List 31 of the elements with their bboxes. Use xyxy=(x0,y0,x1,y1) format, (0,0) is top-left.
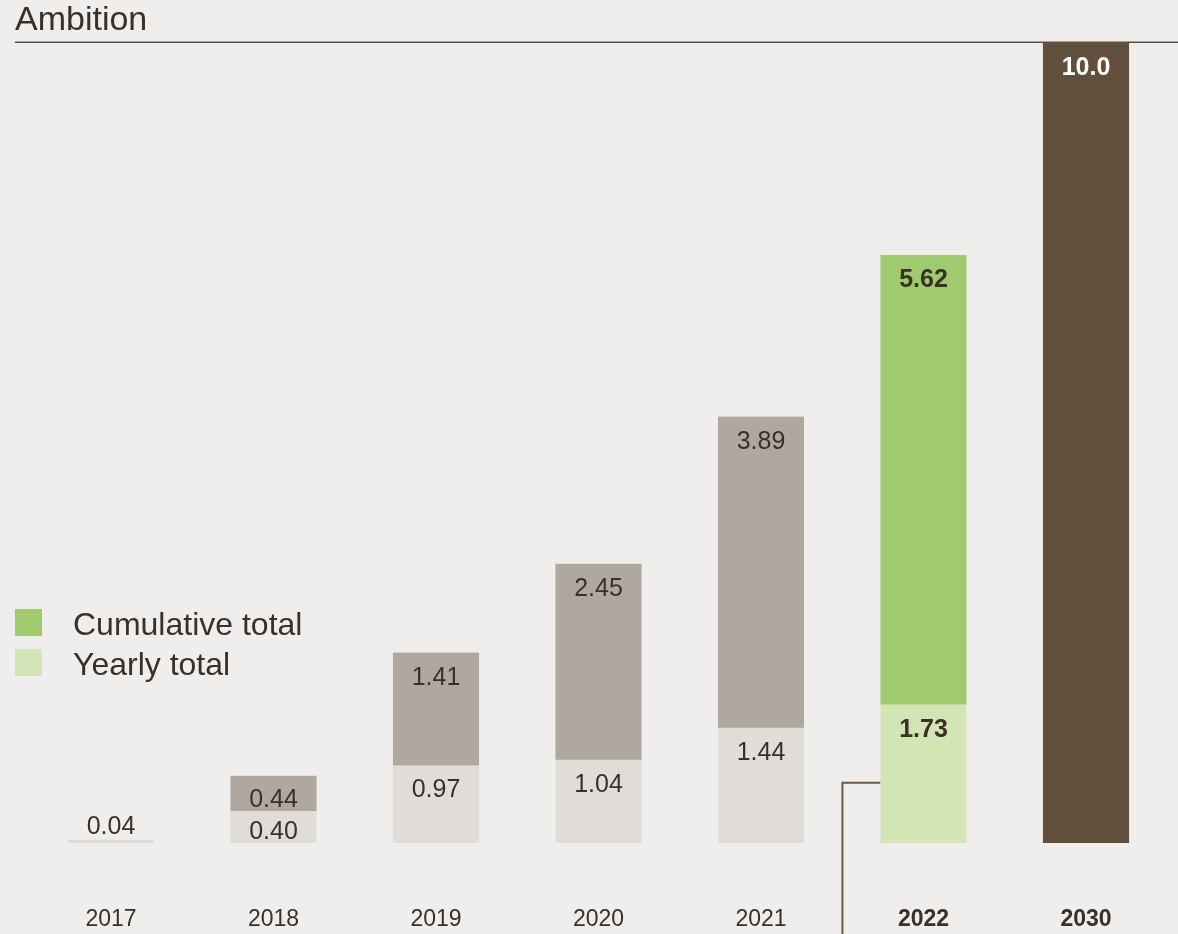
data-label: 1.73 xyxy=(899,713,948,742)
x-tick-label: 2020 xyxy=(572,905,625,931)
legend-label: Yearly total xyxy=(73,646,231,682)
data-label: 2.45 xyxy=(574,572,623,601)
bar xyxy=(880,255,967,705)
bar xyxy=(717,416,805,728)
data-label: 0.04 xyxy=(86,810,136,839)
data-label: 5.62 xyxy=(899,264,948,292)
data-label: 10.0 xyxy=(1061,52,1111,80)
x-tick-label: 2018 xyxy=(247,905,300,931)
bar xyxy=(392,652,480,766)
data-label: 1.41 xyxy=(411,661,461,690)
data-label: 1.04 xyxy=(574,768,623,797)
data-label: 3.89 xyxy=(736,425,786,454)
bar xyxy=(1042,43,1130,843)
data-label: 0.97 xyxy=(411,774,461,803)
x-tick-label: 2030 xyxy=(1060,905,1112,931)
data-label: 1.44 xyxy=(736,736,786,765)
bar xyxy=(392,765,480,843)
x-tick-label: 2022 xyxy=(897,905,950,931)
x-tick-label: 2017 xyxy=(85,905,137,931)
bar xyxy=(880,704,967,843)
data-label: 0.44 xyxy=(249,784,298,812)
chart-title: Ambition xyxy=(15,0,148,37)
bar xyxy=(717,727,805,843)
x-tick-label: 2019 xyxy=(410,905,462,931)
x-tick-label: 2021 xyxy=(735,905,787,931)
data-label: 0.40 xyxy=(249,816,298,844)
bar xyxy=(555,563,642,760)
legend-label: Cumulative total xyxy=(73,606,303,642)
bar xyxy=(555,759,642,843)
